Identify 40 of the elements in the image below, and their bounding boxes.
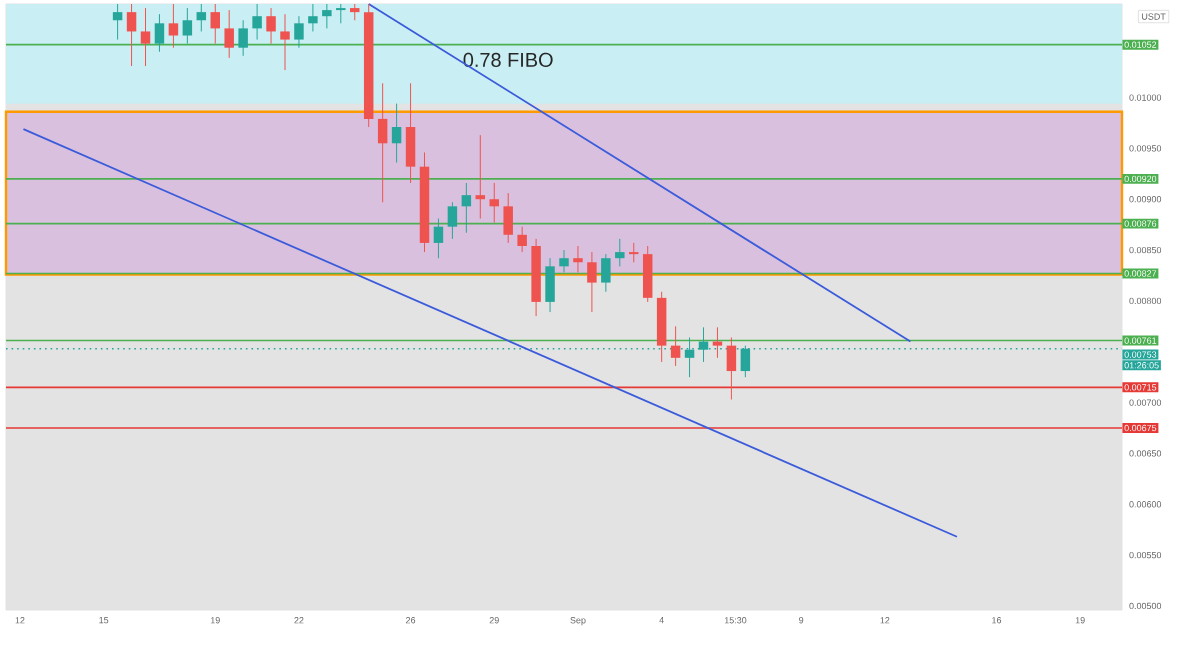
candlestick bbox=[489, 182, 499, 224]
candlestick bbox=[377, 82, 388, 203]
candlestick bbox=[182, 7, 193, 45]
candlestick bbox=[573, 245, 583, 273]
candlestick bbox=[461, 182, 472, 234]
candlestick bbox=[308, 3, 318, 32]
candlestick bbox=[545, 257, 555, 313]
candlestick bbox=[629, 242, 639, 263]
candlestick bbox=[670, 325, 681, 367]
candlestick bbox=[238, 19, 248, 57]
candlestick bbox=[391, 103, 402, 164]
candlestick bbox=[112, 3, 123, 41]
candlestick bbox=[196, 3, 207, 32]
candlestick bbox=[280, 13, 290, 71]
candlestick bbox=[154, 13, 165, 53]
candlestick bbox=[405, 82, 416, 184]
candlestick bbox=[433, 218, 444, 259]
candlestick bbox=[517, 226, 527, 253]
candlestick bbox=[726, 337, 737, 401]
candlestick bbox=[224, 9, 234, 59]
candlestick bbox=[126, 3, 137, 67]
candlestick bbox=[475, 134, 486, 220]
candlestick bbox=[322, 3, 332, 29]
candlestick bbox=[712, 326, 723, 359]
candlestick bbox=[252, 3, 262, 41]
candlestick bbox=[168, 3, 179, 49]
candlestick bbox=[294, 15, 304, 49]
candlestick bbox=[266, 7, 276, 45]
candlestick bbox=[210, 3, 220, 45]
candlestick bbox=[503, 192, 513, 244]
candlestick bbox=[656, 291, 667, 363]
candlestick bbox=[587, 251, 597, 313]
candlestick bbox=[336, 3, 346, 24]
candlestick bbox=[642, 245, 653, 303]
candlestick bbox=[447, 201, 458, 240]
band-label: 0.78 FIBO bbox=[463, 52, 553, 67]
candlestick bbox=[615, 238, 625, 267]
candlestick bbox=[140, 7, 151, 67]
candlestick bbox=[601, 253, 611, 293]
candlestick bbox=[559, 249, 569, 273]
